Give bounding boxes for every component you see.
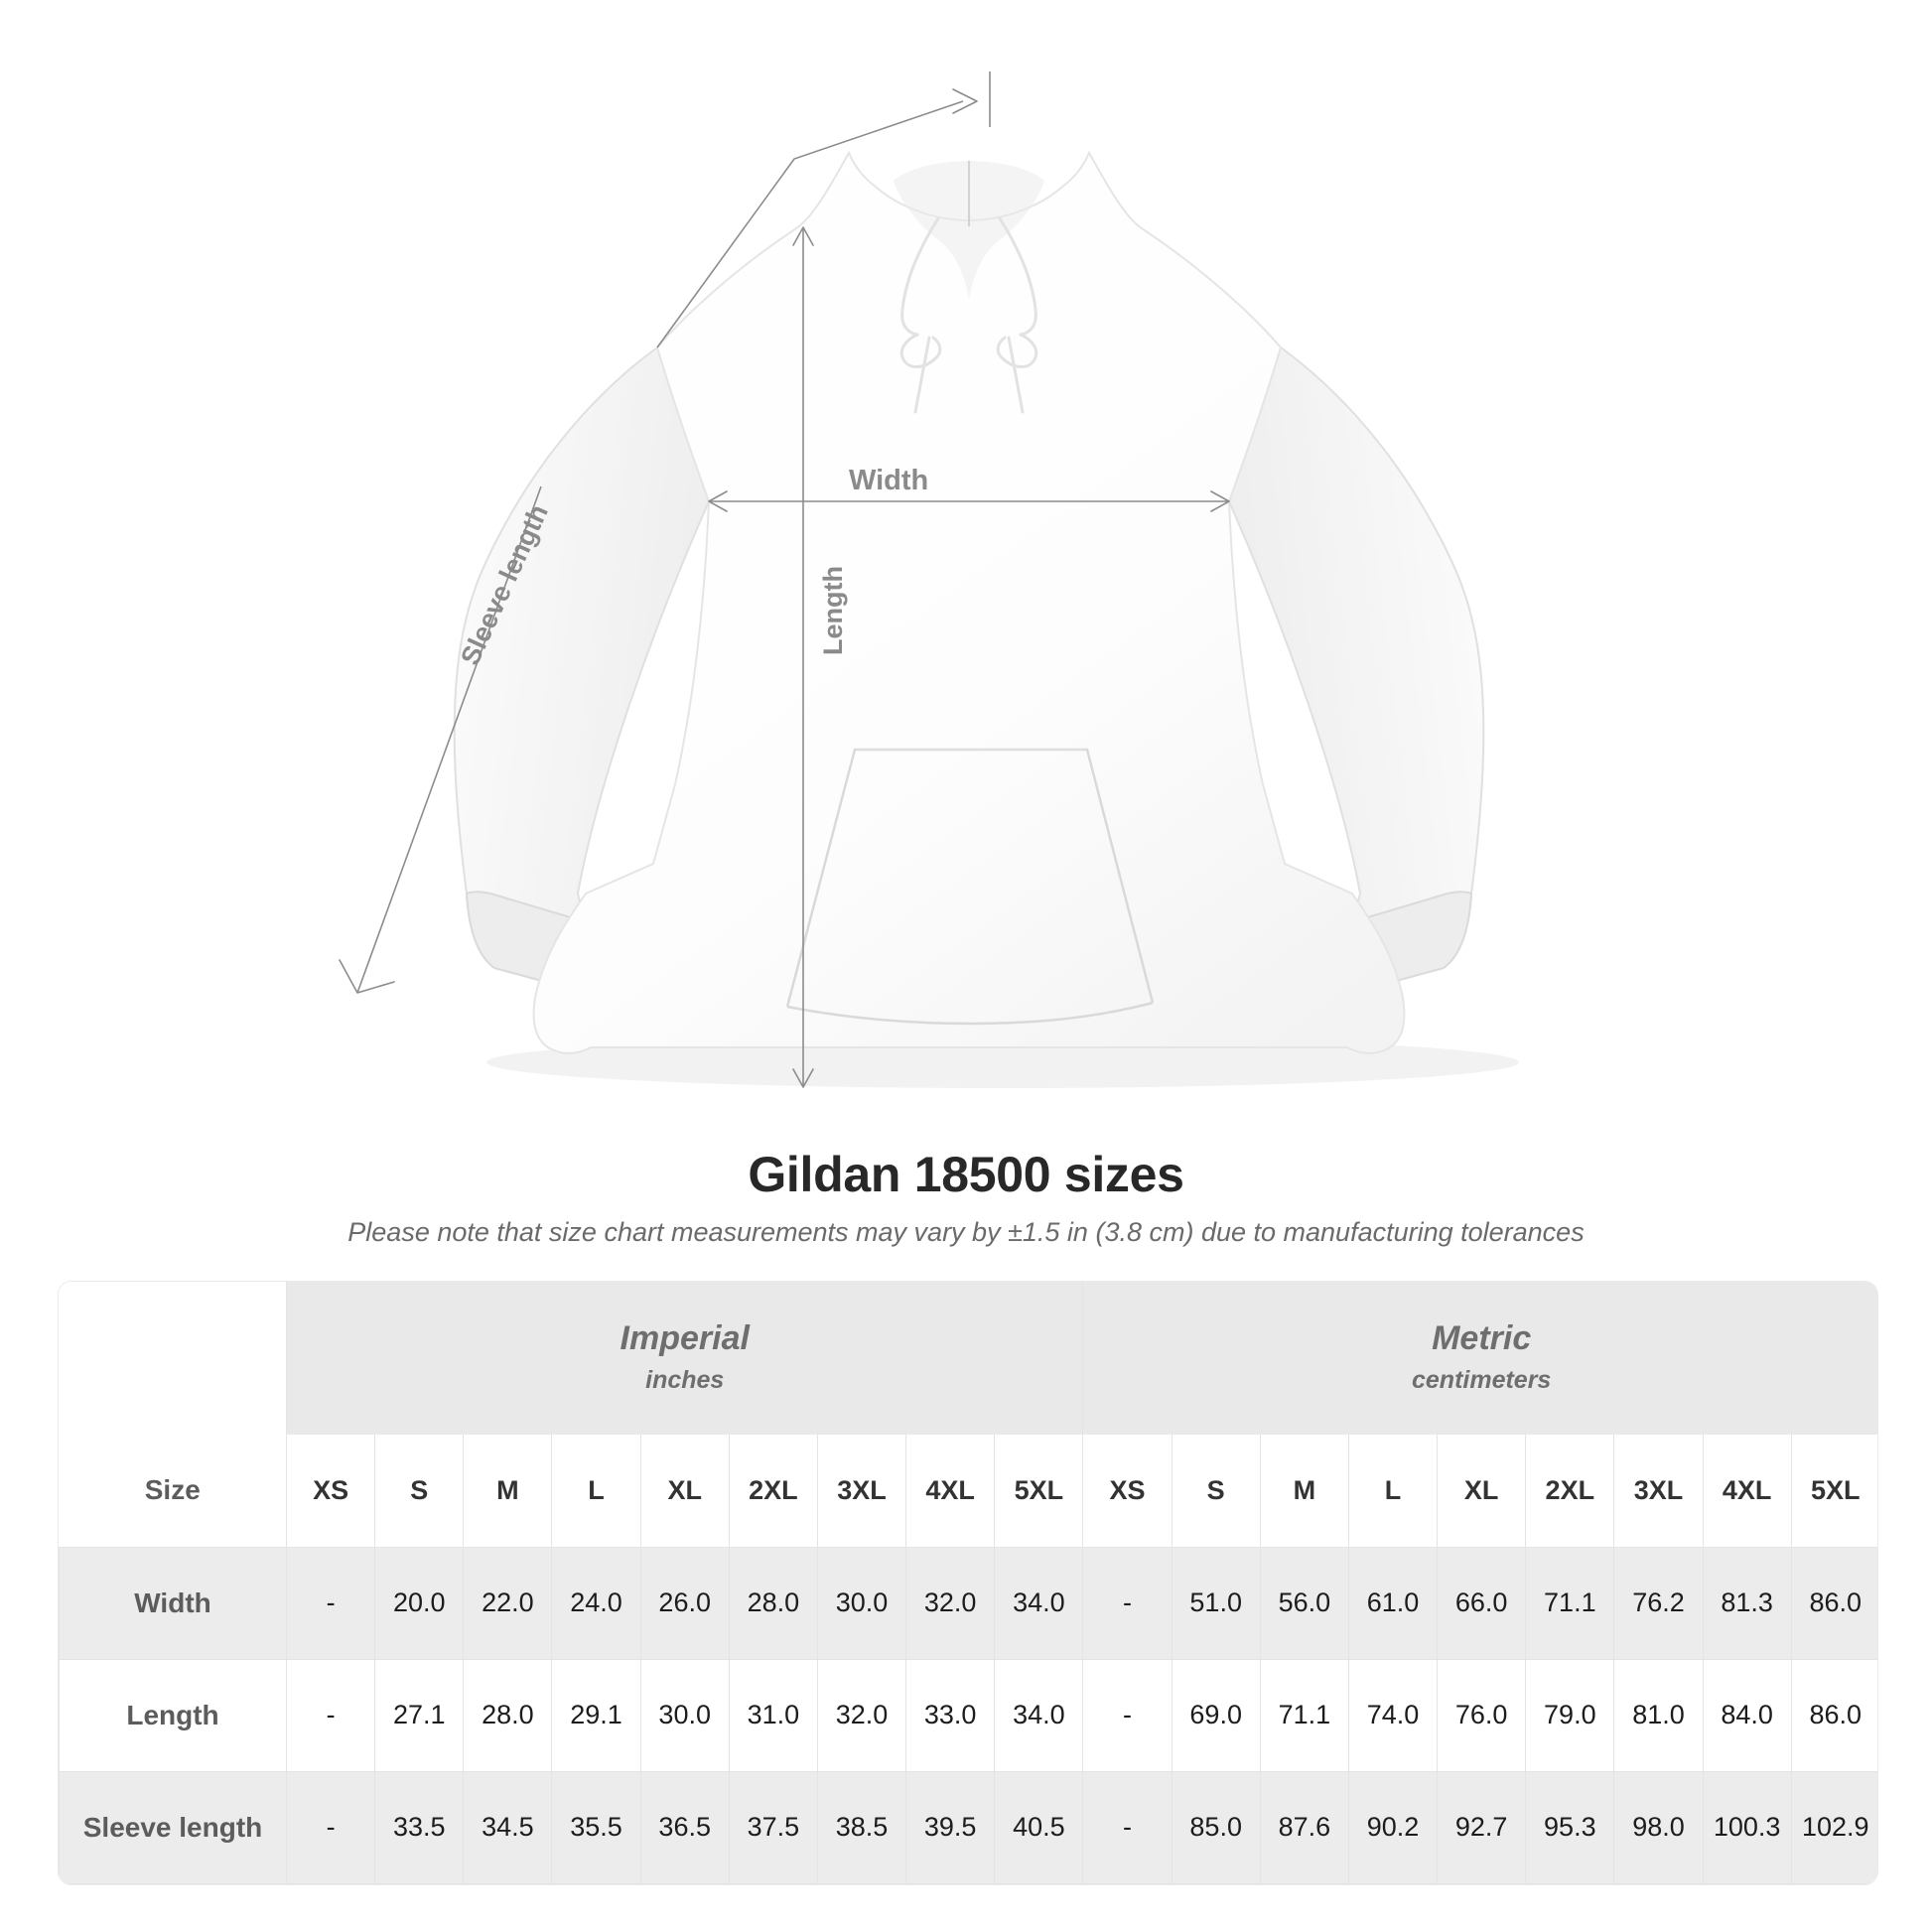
svg-text:Width: Width <box>849 465 928 496</box>
svg-text:Length: Length <box>818 566 848 655</box>
